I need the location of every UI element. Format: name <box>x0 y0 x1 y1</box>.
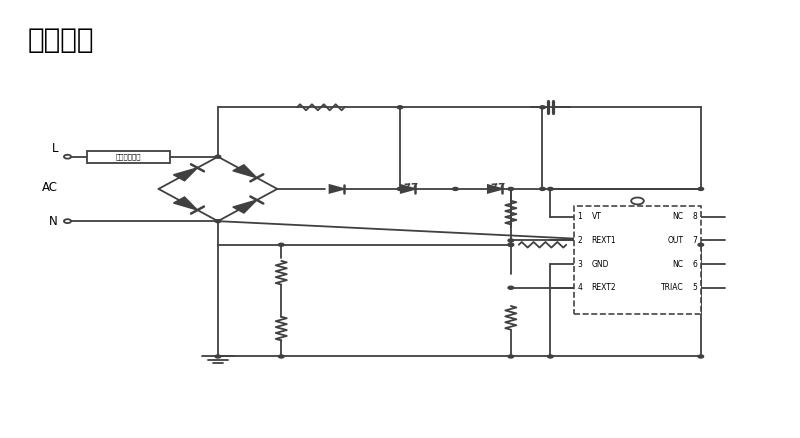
Circle shape <box>278 355 284 358</box>
Text: VT: VT <box>591 212 602 221</box>
Circle shape <box>508 355 514 358</box>
Circle shape <box>398 187 402 191</box>
Circle shape <box>698 243 704 246</box>
Text: 1: 1 <box>578 212 582 221</box>
Text: 6: 6 <box>693 260 698 268</box>
Text: N: N <box>50 215 58 228</box>
Circle shape <box>508 239 514 242</box>
Text: 8: 8 <box>693 212 698 221</box>
Circle shape <box>453 187 458 191</box>
Text: 2: 2 <box>578 236 582 245</box>
Circle shape <box>548 187 553 191</box>
Bar <box>574 206 701 314</box>
Circle shape <box>540 106 546 109</box>
Polygon shape <box>233 200 257 213</box>
Text: REXT2: REXT2 <box>591 283 616 292</box>
Circle shape <box>698 187 704 191</box>
Polygon shape <box>174 197 198 210</box>
Text: REXT1: REXT1 <box>591 236 616 245</box>
Polygon shape <box>488 185 502 193</box>
Polygon shape <box>174 168 198 181</box>
Circle shape <box>215 219 221 223</box>
Circle shape <box>278 243 284 246</box>
Circle shape <box>508 286 514 289</box>
Polygon shape <box>401 185 415 193</box>
Polygon shape <box>330 185 344 193</box>
Circle shape <box>698 355 704 358</box>
Circle shape <box>548 355 553 358</box>
Circle shape <box>215 155 221 158</box>
Text: TRIAC: TRIAC <box>661 283 683 292</box>
Text: 可控硅调光器: 可控硅调光器 <box>116 153 142 160</box>
Circle shape <box>215 355 221 358</box>
Text: 4: 4 <box>578 283 582 292</box>
Text: OUT: OUT <box>667 236 683 245</box>
Circle shape <box>508 243 514 246</box>
Polygon shape <box>233 165 257 178</box>
Circle shape <box>540 187 546 191</box>
Text: 7: 7 <box>693 236 698 245</box>
Bar <box>87 151 170 162</box>
Text: 典型应用: 典型应用 <box>28 26 94 53</box>
Text: GND: GND <box>591 260 609 268</box>
Circle shape <box>398 106 402 109</box>
Text: NC: NC <box>673 260 683 268</box>
Text: 5: 5 <box>693 283 698 292</box>
Circle shape <box>508 187 514 191</box>
Circle shape <box>508 243 514 246</box>
Text: L: L <box>51 142 58 155</box>
Text: 3: 3 <box>578 260 582 268</box>
Text: NC: NC <box>673 212 683 221</box>
Text: AC: AC <box>42 181 58 194</box>
